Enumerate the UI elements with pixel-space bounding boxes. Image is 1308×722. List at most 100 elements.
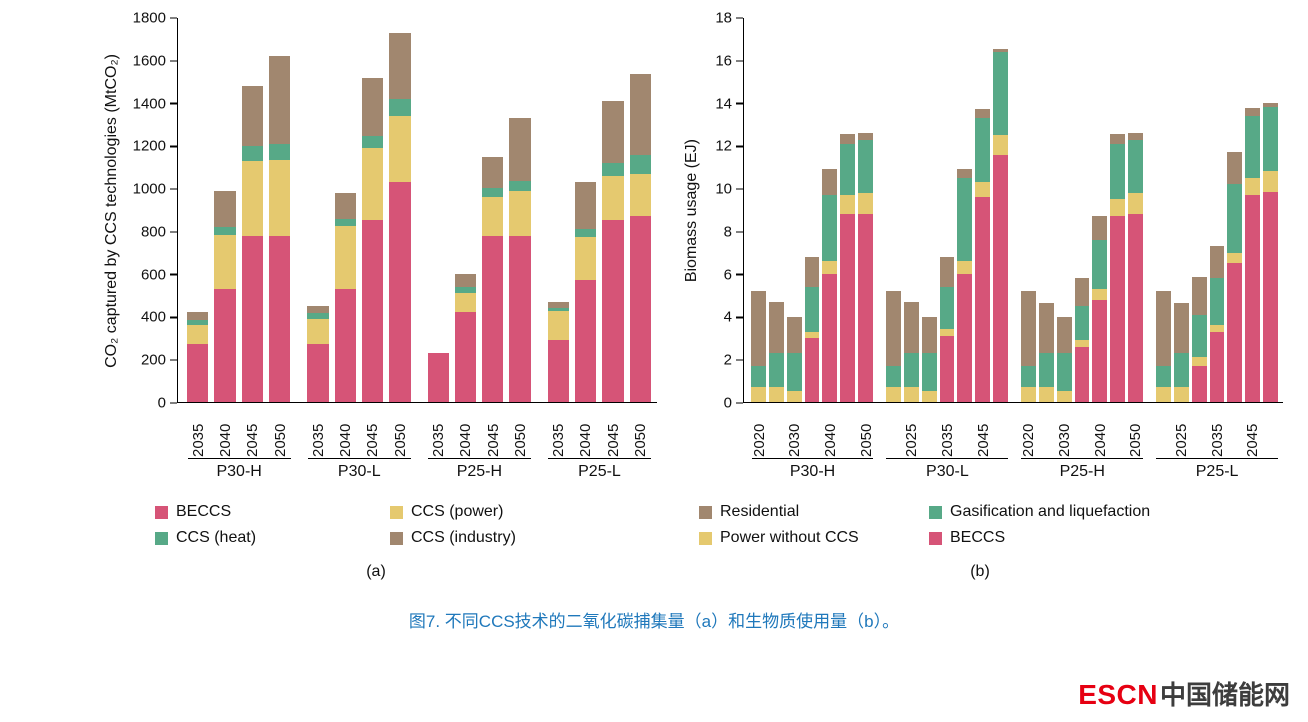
bar-segment xyxy=(214,227,236,235)
bar-segment xyxy=(804,338,820,402)
legend-label: BECCS xyxy=(950,529,1006,546)
bar-group-xlabels: 2025 2035 2045 xyxy=(1156,403,1278,457)
stacked-bar xyxy=(840,18,856,402)
bar-segment xyxy=(268,235,291,402)
bar-segment xyxy=(602,219,624,402)
x-tick: 2045 xyxy=(1244,403,1261,457)
bar-segment xyxy=(334,226,356,289)
bar-segment xyxy=(482,156,504,188)
x-tick-label: 2050 xyxy=(511,423,529,457)
y-tick: 1200 xyxy=(133,139,177,154)
stacked-bar xyxy=(1263,18,1279,402)
bar-segment xyxy=(1227,152,1243,185)
bar-segment xyxy=(1110,143,1126,200)
y-tick-label: 600 xyxy=(140,266,166,284)
y-tick-mark xyxy=(170,188,177,190)
stacked-bar xyxy=(1056,18,1072,402)
bar-segment xyxy=(629,216,651,402)
scenario-group-label: P25-H xyxy=(1021,458,1144,487)
bar-segment xyxy=(957,274,973,402)
x-tick xyxy=(1156,403,1171,457)
bar-segment xyxy=(602,101,624,164)
x-tick xyxy=(1039,403,1054,457)
y-tick-label: 4 xyxy=(723,308,732,326)
y-tick: 14 xyxy=(715,96,743,111)
bar-segment xyxy=(602,163,624,176)
stacked-bar xyxy=(1209,18,1225,402)
y-tick: 0 xyxy=(724,396,743,411)
bar-segment xyxy=(509,190,531,236)
stacked-bar xyxy=(454,18,477,402)
stacked-bar xyxy=(786,18,802,402)
scenario-group-label: P30-H xyxy=(187,458,291,487)
bar-segment xyxy=(822,195,838,262)
y-tick-label: 16 xyxy=(715,52,732,70)
bar-segment xyxy=(1074,306,1090,341)
bar-segment xyxy=(840,195,856,215)
legend-label: Gasification and liquefaction xyxy=(950,503,1151,520)
stacked-bar xyxy=(1110,18,1126,402)
bar-segment xyxy=(602,175,624,220)
bar-segment xyxy=(1156,387,1171,402)
chart-a-plot-col: 2035 2040 2045 2050 2035 2040 2045 2050 2035 2040… xyxy=(177,18,657,487)
y-tick: 8 xyxy=(724,224,743,239)
stacked-bar xyxy=(858,18,874,402)
x-tick: 2040 xyxy=(575,403,596,457)
bar-segment xyxy=(1209,331,1225,402)
chart-a-ylabel: CO₂ captured by CCS technologies (MtCO₂) xyxy=(95,18,129,403)
y-tick-label: 1200 xyxy=(132,137,166,155)
bar-segment xyxy=(454,312,477,402)
x-tick-label: 2020 xyxy=(750,423,768,457)
bar-segment xyxy=(1245,195,1261,402)
bar-group xyxy=(1021,18,1144,402)
stacked-bar xyxy=(602,18,624,402)
bar-group-xlabels: 2020 2030 2040 2050 xyxy=(750,403,875,457)
y-tick-label: 12 xyxy=(715,137,732,155)
legend-item: BECCS xyxy=(929,529,1150,547)
bar-segment xyxy=(361,219,384,402)
escn-logo-chinese: 中国储能网 xyxy=(1159,680,1290,710)
y-tick-label: 1800 xyxy=(132,9,166,27)
x-tick xyxy=(1263,403,1278,457)
stacked-bar xyxy=(1245,18,1261,402)
legend-swatch xyxy=(699,531,712,545)
x-tick: 2030 xyxy=(1056,403,1073,457)
bar-segment xyxy=(1128,214,1144,402)
stacked-bar xyxy=(1227,18,1243,402)
y-tick-label: 800 xyxy=(140,223,166,241)
bar-segment xyxy=(1227,184,1243,253)
bar-segment xyxy=(389,99,411,117)
bar-group xyxy=(751,18,874,402)
x-tick: 2025 xyxy=(903,403,920,457)
y-tick-mark xyxy=(736,402,743,404)
stacked-bar xyxy=(1156,18,1171,402)
x-tick xyxy=(1192,403,1207,457)
legend-item: Residential xyxy=(699,503,929,521)
bar-segment xyxy=(1074,346,1090,402)
x-tick-label: 2045 xyxy=(604,423,622,457)
y-tick: 18 xyxy=(715,11,743,26)
x-tick-label: 2045 xyxy=(484,423,502,457)
bar-segment xyxy=(454,293,477,313)
y-tick: 600 xyxy=(141,267,177,282)
x-tick-label: 2045 xyxy=(364,423,382,457)
stacked-bar xyxy=(361,18,384,402)
escn-logo-latin: ESCN xyxy=(1078,679,1158,710)
bar-segment xyxy=(361,136,384,149)
bar-group xyxy=(886,18,1009,402)
y-tick-mark xyxy=(170,402,177,404)
stacked-bar xyxy=(268,18,291,402)
x-tick-label: 2040 xyxy=(821,423,839,457)
y-tick-mark xyxy=(170,359,177,361)
bar-segment xyxy=(1092,239,1108,289)
bar-segment xyxy=(1056,316,1072,353)
bar-segment xyxy=(1263,103,1279,107)
chart-b-plot-area: Biomass usage (EJ) 0 2 4 6 8 10 12 14 16 18 2020 2… xyxy=(677,11,1283,487)
stacked-bar xyxy=(629,18,651,402)
x-tick: 2050 xyxy=(390,403,411,457)
chart-a-subplot-label: (a) xyxy=(366,563,386,580)
x-tick: 2020 xyxy=(1020,403,1037,457)
bar-segment xyxy=(804,256,820,287)
y-tick-label: 1400 xyxy=(132,95,166,113)
y-tick-mark xyxy=(170,145,177,148)
